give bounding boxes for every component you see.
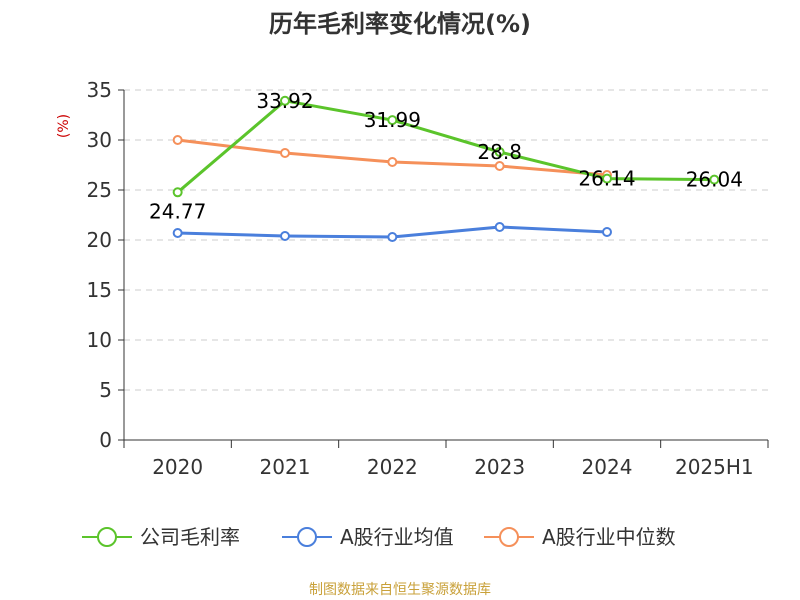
data-point — [172, 228, 183, 238]
x-tick-label: 2023 — [474, 455, 525, 479]
legend: 公司毛利率 A股行业均值 A股行业中位数 — [82, 525, 676, 549]
legend-marker — [97, 527, 117, 547]
data-point — [494, 161, 505, 171]
x-tick-label: 2020 — [152, 455, 203, 479]
y-axis-unit-label: (%) — [56, 114, 72, 138]
data-point — [709, 174, 720, 185]
data-label: 24.77 — [149, 199, 206, 223]
data-labels: 24.77 33.92 31.99 28.8 26.14 26.04 — [149, 89, 743, 224]
grid-lines — [124, 89, 768, 391]
data-point — [602, 173, 612, 184]
data-point — [280, 231, 290, 241]
y-tick-label: 5 — [99, 378, 112, 402]
x-tick-label: 2022 — [367, 455, 418, 479]
legend-label: A股行业均值 — [340, 525, 454, 549]
data-point — [280, 95, 290, 106]
axes: 0 5 10 15 20 25 30 35 2020 2021 2022 2023 2024 2025H1 — [87, 78, 769, 479]
data-point — [387, 157, 398, 167]
legend-label: A股行业中位数 — [542, 525, 676, 549]
legend-marker — [297, 527, 317, 547]
series-line — [176, 99, 715, 194]
data-label: 26.14 — [578, 167, 635, 191]
y-tick-label: 15 — [87, 278, 112, 302]
x-tick-label: 2021 — [260, 455, 311, 479]
y-tick-label: 0 — [99, 428, 112, 452]
y-tick-label: 30 — [87, 128, 112, 152]
data-point — [172, 135, 183, 145]
y-tick-label: 25 — [87, 178, 112, 202]
legend-marker — [499, 527, 519, 547]
source-note: 制图数据来自恒生聚源数据库 — [309, 582, 491, 598]
data-point — [280, 148, 290, 158]
y-tick-label: 20 — [87, 228, 112, 252]
series-lines — [172, 95, 720, 242]
legend-label: 公司毛利率 — [140, 525, 240, 549]
data-label: 28.8 — [477, 140, 522, 164]
x-tick-label: 2025H1 — [675, 455, 754, 479]
data-label: 26.04 — [686, 168, 743, 192]
data-point — [387, 115, 398, 126]
y-tick-label: 35 — [87, 78, 112, 102]
data-label: 33.92 — [256, 89, 313, 113]
data-label: 31.99 — [364, 108, 421, 132]
data-point — [172, 187, 183, 198]
data-point — [494, 147, 505, 157]
data-point — [602, 227, 612, 237]
data-point — [494, 222, 505, 232]
y-tick-label: 10 — [87, 328, 112, 352]
data-point — [387, 232, 398, 242]
x-tick-label: 2024 — [582, 455, 633, 479]
chart-title: 历年毛利率变化情况(%) — [269, 10, 531, 38]
